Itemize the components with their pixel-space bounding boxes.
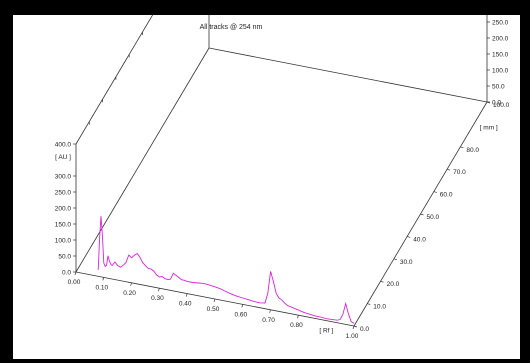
right-tick-label: 150.0	[492, 51, 509, 58]
x-tick-label: 0.60	[234, 311, 247, 318]
z-tick-mark	[380, 280, 384, 283]
x-tick-mark	[102, 277, 105, 281]
z-tick-label: 10.0	[373, 304, 386, 311]
y-tick-label: 0.0	[62, 269, 71, 276]
x-tick-label: 0.50	[207, 306, 220, 313]
z-tick-mark	[407, 236, 411, 238]
y-tick-label: 300.0	[55, 173, 72, 180]
z-tick-mark	[393, 258, 398, 261]
z-tick-mark	[353, 325, 358, 328]
z-tick-mark	[460, 146, 464, 149]
right-tick-label: 100.0	[492, 67, 509, 74]
x-tick-mark	[130, 282, 132, 286]
z-tick-label: 30.0	[400, 259, 413, 266]
x-tick-label: 0.40	[179, 301, 192, 308]
z-tick-label: 70.0	[453, 169, 466, 176]
right-tick-label: 200.0	[492, 35, 509, 42]
z-tick-label: 0.0	[360, 326, 369, 333]
x-tick-mark	[269, 309, 271, 313]
x-tick-label: 0.00	[68, 279, 81, 286]
y-tick-label: 200.0	[55, 205, 72, 212]
axes-frame	[75, 0, 488, 327]
z-tick-mark	[446, 168, 451, 171]
z-axis-label: [ mm ]	[480, 124, 498, 131]
plot-panel: All tracks @ 254 nm 0.0 50.0 100.0 150.0 200…	[13, 0, 520, 359]
y-tick-label: 100.0	[55, 237, 72, 244]
z-tick-mark	[486, 101, 491, 104]
x-tick-label: 0.10	[95, 284, 108, 291]
z-tick-mark	[420, 213, 424, 216]
x-tick-label: 0.30	[151, 295, 164, 302]
z-tick-label: 60.0	[440, 192, 453, 199]
x-tick-mark	[297, 315, 299, 319]
x-tick-label: 0.70	[262, 317, 275, 324]
y-axis-label: [ AU ]	[55, 154, 71, 161]
z-tick-label: 50.0	[427, 214, 440, 221]
right-tick-label: 50.0	[492, 83, 505, 90]
axis-ticks	[73, 5, 491, 330]
series-trace	[97, 216, 355, 324]
z-tick-mark	[433, 191, 437, 193]
z-tick-mark	[367, 303, 371, 305]
axis-labels: 0.0 50.0 100.0 150.0 200.0 250.0 300.0 400.0 [ A…	[55, 3, 510, 340]
x-tick-mark	[213, 298, 216, 303]
chromatogram-3d-chart: All tracks @ 254 nm 0.0 50.0 100.0 150.0 200…	[55, 0, 510, 340]
bottom-left-depth-edge	[75, 47, 210, 273]
x-tick-mark	[241, 304, 244, 308]
x-tick-label: 0.80	[290, 322, 303, 329]
x-tick-mark	[352, 325, 355, 330]
x-tick-mark	[158, 288, 160, 292]
z-tick-label: 100.0	[493, 102, 510, 109]
right-tick-label: 0.0	[492, 99, 501, 106]
chart-title: All tracks @ 254 nm	[200, 24, 263, 31]
z-tick-label: 40.0	[413, 236, 426, 243]
z-tick-label: 20.0	[387, 281, 400, 288]
right-tick-label: 250.0	[492, 19, 509, 26]
y-tick-label: 150.0	[55, 221, 72, 228]
x-tick-label: 1.00	[346, 333, 359, 340]
y-tick-label: 250.0	[55, 189, 72, 196]
x-tick-mark	[185, 293, 188, 297]
x-axis-label: [ Rf ]	[319, 328, 333, 335]
y-tick-label: 50.0	[58, 253, 71, 260]
y-tick-label: 400.0	[55, 141, 72, 148]
x-tick-label: 0.20	[123, 290, 136, 297]
z-tick-label: 80.0	[466, 147, 479, 154]
series-group	[97, 216, 355, 324]
x-tick-mark	[74, 271, 77, 276]
back-bottom-edge	[208, 47, 488, 103]
